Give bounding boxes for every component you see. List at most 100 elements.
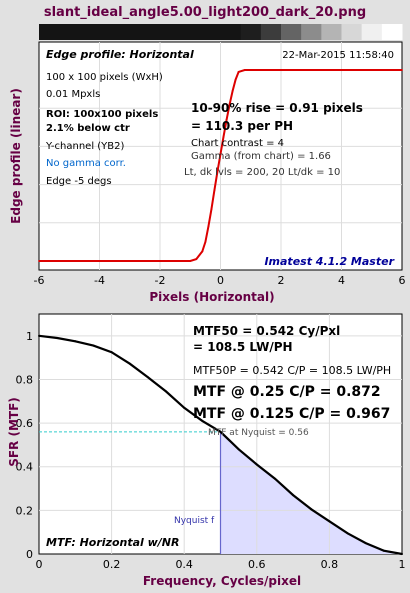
info-gamma-corr: No gamma corr. <box>46 158 126 169</box>
info-edge-angle: Edge -5 degs <box>46 176 112 187</box>
mtf-point <box>92 344 95 347</box>
edge-point <box>243 69 246 71</box>
mtf-x-tick-label: 1 <box>399 558 406 571</box>
mtf-point <box>74 340 77 343</box>
mtf-points <box>38 334 403 555</box>
mtf-x-tick-label: 0.2 <box>103 558 121 571</box>
nyquist-label: Nyquist f <box>174 516 215 526</box>
edge-x-ticks: -6 -4 -2 0 2 4 6 <box>34 274 406 287</box>
mtf-point <box>328 520 331 523</box>
strip-gray-segment <box>220 24 242 40</box>
edge-x-tick-label: 4 <box>338 274 345 287</box>
mtf-point <box>146 376 149 379</box>
mtf-point <box>255 463 258 466</box>
strip-gray-segment <box>321 24 342 40</box>
mtf50p-result: MTF50P = 0.542 C/P = 108.5 LW/PH <box>193 364 391 377</box>
mtf-x-tick-label: 0.4 <box>175 558 193 571</box>
chart-contrast: Chart contrast = 4 <box>191 138 284 149</box>
edge-x-tick-label: -6 <box>34 274 45 287</box>
light-dark-levels: Lt, dk lvls = 200, 20 Lt/dk = 10 <box>184 167 340 178</box>
edge-point <box>222 135 225 138</box>
mtf-point <box>38 334 40 337</box>
edge-point <box>219 153 222 155</box>
edge-y-label: Edge profile (linear) <box>9 88 23 224</box>
edge-x-tick-label: 0 <box>217 274 224 287</box>
edge-x-tick-label: 2 <box>278 274 285 287</box>
edge-point <box>207 225 210 228</box>
edge-point <box>225 118 228 121</box>
info-channel: Y-channel (YB2) <box>45 141 125 152</box>
mtf-point <box>364 542 367 545</box>
gamma-from-chart: Gamma (from chart) = 1.66 <box>191 151 331 162</box>
edge-point <box>249 69 252 71</box>
edge-title: Edge profile: Horizontal <box>46 48 194 61</box>
edge-x-tick-label: 6 <box>399 274 406 287</box>
strip-gray-segment <box>341 24 363 40</box>
mtf-nyquist-result: MTF at Nyquist = 0.56 <box>208 428 309 438</box>
gray-strip <box>39 24 403 40</box>
mtf50-lwph-result: = 108.5 LW/PH <box>193 340 293 354</box>
edge-point <box>189 260 192 262</box>
mtf-x-tick-label: 0.6 <box>248 558 266 571</box>
strip-gray-segment <box>281 24 302 40</box>
mtf-point <box>346 532 349 535</box>
edge-x-label: Pixels (Horizontal) <box>149 290 274 304</box>
mtf-point <box>310 508 313 511</box>
mtf-point <box>183 406 186 409</box>
mtf-y-tick-label: 1 <box>26 330 33 343</box>
mtf-point <box>237 448 240 451</box>
strip-gray-segment <box>381 24 403 40</box>
info-below-ctr: 2.1% below ctr <box>46 123 130 134</box>
mtf-y-label: SFR (MTF) <box>7 397 21 467</box>
edge-grid <box>39 42 402 270</box>
mtf-y-ticks: 0 0.2 0.4 0.6 0.8 1 <box>16 330 34 561</box>
strip-gray-segment <box>260 24 282 40</box>
edge-x-tick-label: -4 <box>94 274 105 287</box>
mtf-point <box>219 430 222 433</box>
mtf-point <box>128 362 131 365</box>
mtf-chart: 0 0.2 0.4 0.6 0.8 1 0 0.2 0.4 0.6 0.8 1 MTF50 = 0.… <box>7 313 406 588</box>
software-watermark: Imatest 4.1.2 Master <box>264 255 394 268</box>
mtf-y-tick-label: 0.8 <box>16 373 34 386</box>
window-title: slant_ideal_angle5.00_light200_dark_20.p… <box>44 5 366 20</box>
mtf-y-tick-label: 0.2 <box>16 504 34 517</box>
mtf-x-tick-label: 0.8 <box>321 558 339 571</box>
mtf-shaded-area <box>220 431 402 554</box>
mtf-title: MTF: Horizontal w/NR <box>46 536 179 549</box>
strip-dark-segment <box>39 24 221 40</box>
per-ph-result: = 110.3 per PH <box>191 119 293 133</box>
mtf-y-tick-label: 0.4 <box>16 461 34 474</box>
mtf-025-result: MTF @ 0.25 C/P = 0.872 <box>193 384 381 400</box>
edge-point <box>201 250 204 253</box>
mtf-point <box>110 351 113 354</box>
edge-x-tick-label: -2 <box>155 274 166 287</box>
mtf-point <box>292 494 295 497</box>
edge-point <box>237 71 240 73</box>
mtf-y-tick-label: 0 <box>26 548 33 561</box>
edge-point <box>210 208 213 211</box>
edge-profile-chart: -6 -4 -2 0 2 4 6 Edge profile: Horizontal 22-M… <box>9 41 406 304</box>
mtf-point <box>56 337 59 339</box>
mtf-point <box>273 477 276 480</box>
mtf-x-ticks: 0 0.2 0.4 0.6 0.8 1 <box>36 558 406 571</box>
mtf-point <box>165 390 168 393</box>
strip-gray-segment <box>240 24 262 40</box>
rise-result: 10-90% rise = 0.91 pixels <box>191 101 363 115</box>
edge-point <box>38 260 40 262</box>
info-size: 100 x 100 pixels (WxH) <box>46 72 163 83</box>
mtf-x-label: Frequency, Cycles/pixel <box>143 574 301 588</box>
edge-point <box>234 78 237 81</box>
edge-point <box>195 258 198 260</box>
edge-point <box>204 241 207 243</box>
edge-point <box>231 90 234 92</box>
edge-points <box>38 69 403 262</box>
mtf-0125-result: MTF @ 0.125 C/P = 0.967 <box>193 406 390 422</box>
mtf-point <box>382 549 385 552</box>
mtf-point <box>401 553 403 555</box>
strip-gray-segment <box>301 24 322 40</box>
mtf-x-tick-label: 0 <box>36 558 43 571</box>
strip-gray-segment <box>361 24 383 40</box>
mtf-point <box>201 419 204 422</box>
edge-point <box>228 103 231 106</box>
